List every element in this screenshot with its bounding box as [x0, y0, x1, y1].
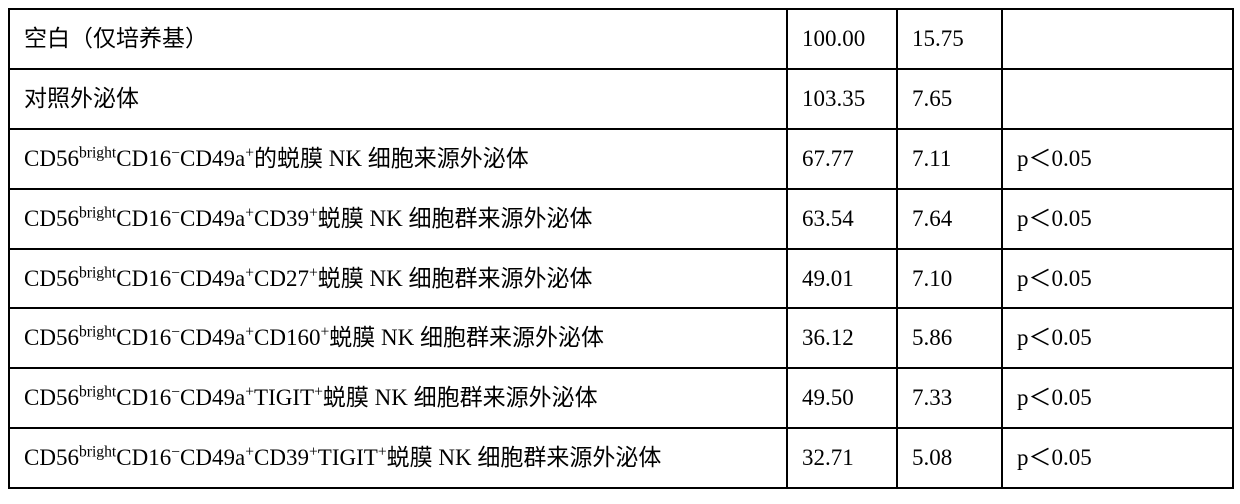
table-row: CD56brightCD16−CD49a+CD160+蜕膜 NK 细胞群来源外泌… — [9, 308, 1233, 368]
cell-p-value — [1002, 69, 1233, 129]
cell-value-1: 67.77 — [787, 129, 897, 189]
cell-value-2: 7.33 — [897, 368, 1002, 428]
cell-description: CD56brightCD16−CD49a+CD39+蜕膜 NK 细胞群来源外泌体 — [9, 189, 787, 249]
cell-p-value: p＜0.05 — [1002, 129, 1233, 189]
table-body: 空白（仅培养基）100.0015.75对照外泌体103.357.65CD56br… — [9, 9, 1233, 488]
cell-value-1: 49.50 — [787, 368, 897, 428]
cell-description: CD56brightCD16−CD49a+的蜕膜 NK 细胞来源外泌体 — [9, 129, 787, 189]
cell-description: 空白（仅培养基） — [9, 9, 787, 69]
table-row: CD56brightCD16−CD49a+CD39+TIGIT+蜕膜 NK 细胞… — [9, 428, 1233, 488]
cell-value-2: 7.65 — [897, 69, 1002, 129]
data-table: 空白（仅培养基）100.0015.75对照外泌体103.357.65CD56br… — [8, 8, 1234, 489]
cell-p-value: p＜0.05 — [1002, 308, 1233, 368]
table-row: 空白（仅培养基）100.0015.75 — [9, 9, 1233, 69]
cell-description: CD56brightCD16−CD49a+CD160+蜕膜 NK 细胞群来源外泌… — [9, 308, 787, 368]
table-row: CD56brightCD16−CD49a+TIGIT+蜕膜 NK 细胞群来源外泌… — [9, 368, 1233, 428]
table-row: 对照外泌体103.357.65 — [9, 69, 1233, 129]
cell-p-value: p＜0.05 — [1002, 249, 1233, 309]
cell-p-value: p＜0.05 — [1002, 368, 1233, 428]
cell-value-1: 36.12 — [787, 308, 897, 368]
cell-value-1: 103.35 — [787, 69, 897, 129]
cell-value-2: 7.11 — [897, 129, 1002, 189]
cell-value-2: 5.08 — [897, 428, 1002, 488]
cell-p-value: p＜0.05 — [1002, 189, 1233, 249]
cell-description: CD56brightCD16−CD49a+CD39+TIGIT+蜕膜 NK 细胞… — [9, 428, 787, 488]
table-row: CD56brightCD16−CD49a+CD39+蜕膜 NK 细胞群来源外泌体… — [9, 189, 1233, 249]
cell-value-2: 7.10 — [897, 249, 1002, 309]
cell-description: CD56brightCD16−CD49a+TIGIT+蜕膜 NK 细胞群来源外泌… — [9, 368, 787, 428]
table-row: CD56brightCD16−CD49a+的蜕膜 NK 细胞来源外泌体67.77… — [9, 129, 1233, 189]
cell-p-value: p＜0.05 — [1002, 428, 1233, 488]
cell-description: CD56brightCD16−CD49a+CD27+蜕膜 NK 细胞群来源外泌体 — [9, 249, 787, 309]
cell-value-1: 63.54 — [787, 189, 897, 249]
cell-value-2: 5.86 — [897, 308, 1002, 368]
cell-p-value — [1002, 9, 1233, 69]
cell-value-1: 100.00 — [787, 9, 897, 69]
table-row: CD56brightCD16−CD49a+CD27+蜕膜 NK 细胞群来源外泌体… — [9, 249, 1233, 309]
cell-value-1: 32.71 — [787, 428, 897, 488]
cell-value-1: 49.01 — [787, 249, 897, 309]
cell-value-2: 7.64 — [897, 189, 1002, 249]
cell-description: 对照外泌体 — [9, 69, 787, 129]
cell-value-2: 15.75 — [897, 9, 1002, 69]
